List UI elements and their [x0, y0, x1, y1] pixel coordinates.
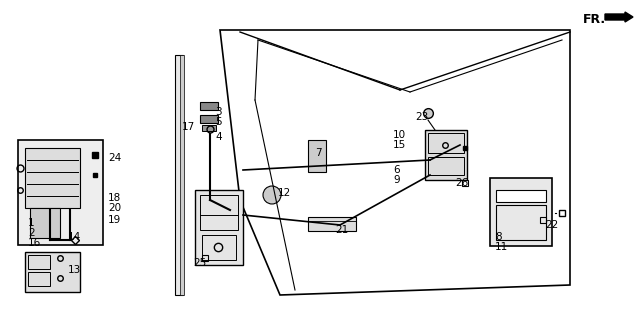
Text: 22: 22: [545, 220, 558, 230]
Bar: [200, 115, 218, 123]
Text: 19: 19: [108, 215, 121, 225]
Bar: [25, 148, 80, 208]
Text: 15: 15: [393, 140, 406, 150]
Text: 6: 6: [393, 165, 399, 175]
Text: 17: 17: [182, 122, 195, 132]
Bar: [195, 190, 243, 265]
Bar: [496, 205, 546, 240]
Text: 14: 14: [68, 232, 81, 242]
Bar: [25, 252, 80, 292]
Text: 10: 10: [393, 130, 406, 140]
Bar: [18, 140, 103, 245]
Bar: [202, 235, 236, 260]
Bar: [490, 178, 552, 246]
Text: 5: 5: [215, 117, 221, 127]
Text: 24: 24: [108, 153, 121, 163]
Circle shape: [263, 186, 281, 204]
Bar: [308, 140, 326, 172]
Text: 21: 21: [335, 225, 348, 235]
Text: 26: 26: [455, 178, 468, 188]
Text: 12: 12: [278, 188, 291, 198]
Bar: [180, 55, 184, 295]
Polygon shape: [220, 30, 570, 295]
Text: 25: 25: [193, 258, 206, 268]
Text: 13: 13: [68, 265, 81, 275]
Bar: [30, 208, 60, 238]
Text: 23: 23: [415, 112, 428, 122]
Text: 9: 9: [393, 175, 399, 185]
Bar: [200, 195, 238, 230]
Text: 4: 4: [215, 132, 221, 142]
FancyArrow shape: [605, 12, 633, 22]
Bar: [425, 130, 467, 180]
Text: 11: 11: [495, 242, 508, 252]
Text: 16: 16: [28, 238, 41, 248]
Text: 2: 2: [28, 228, 35, 238]
Text: 7: 7: [315, 148, 322, 158]
Text: 3: 3: [215, 107, 221, 117]
Bar: [28, 255, 50, 269]
Bar: [308, 217, 356, 231]
Bar: [202, 125, 216, 131]
Bar: [428, 157, 464, 175]
Bar: [428, 133, 464, 153]
Bar: [200, 102, 218, 110]
Text: 1: 1: [28, 218, 35, 228]
Bar: [496, 190, 546, 202]
Text: FR.: FR.: [583, 13, 606, 26]
Bar: [28, 272, 50, 286]
Text: 18: 18: [108, 193, 121, 203]
Text: 8: 8: [495, 232, 502, 242]
Bar: [175, 55, 183, 295]
Text: 20: 20: [108, 203, 121, 213]
